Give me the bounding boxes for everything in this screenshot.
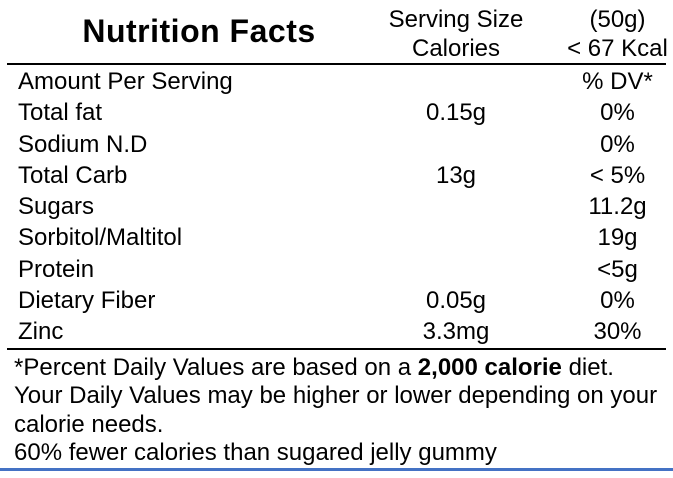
calories-label: Calories [411, 34, 501, 62]
nutrient-dv: 0% [600, 287, 635, 315]
nutrient-dv: 30% [593, 318, 642, 346]
nutrient-dv: < 5% [589, 161, 646, 189]
footnote-line-1-bold: 2,000 calorie [417, 353, 562, 381]
nutrient-row: Sugars 11.2g [0, 191, 673, 222]
serving-size-label: Serving Size [388, 5, 524, 33]
nutrient-name: Total Carb [18, 161, 128, 189]
footnote-line-4: 60% fewer calories than sugared jelly gu… [14, 439, 497, 467]
serving-header-labels: Serving Size Calories [350, 1, 562, 63]
nutrient-row: Sorbitol/Maltitol 19g [0, 222, 673, 253]
nutrient-rows: Amount Per Serving% DV* Total fat 0.15g 0% S… [0, 65, 673, 348]
nutrient-row: Total Carb 13g < 5% [0, 160, 673, 191]
serving-header-values: (50g) < 67 Kcal [562, 1, 673, 63]
footnote-line-3: calorie needs. [14, 410, 164, 438]
serving-size-value: (50g) [589, 5, 646, 33]
nutrient-name: Sodium N.D [18, 130, 148, 158]
footnote-line-1-suffix: diet. [561, 353, 614, 381]
header-divider [7, 63, 666, 65]
nutrient-amount [350, 222, 562, 253]
nutrient-name: Total fat [18, 99, 103, 127]
footnote-line-1: *Percent Daily Values are based on a 2,0… [14, 354, 673, 383]
nutrient-row: Total fat 0.15g 0% [0, 97, 673, 128]
footnote: *Percent Daily Values are based on a 2,0… [0, 350, 673, 468]
nutrient-row: Zinc 3.3mg 30% [0, 316, 673, 347]
label-title: Nutrition Facts [82, 13, 316, 49]
nutrient-amount [350, 191, 562, 222]
nutrient-row: Amount Per Serving % DV* [0, 66, 673, 97]
nutrient-dv: 0% [600, 130, 635, 158]
nutrient-dv: 0% [600, 99, 635, 127]
nutrient-amount [350, 129, 562, 160]
nutrient-dv: 19g [597, 224, 638, 252]
nutrient-row: Dietary Fiber 0.05g 0% [0, 285, 673, 316]
footnote-line-2: Your Daily Values may be higher or lower… [14, 382, 658, 410]
nutrient-name: Sugars [18, 193, 95, 221]
nutrient-dv: % DV* [582, 68, 653, 95]
nutrient-dv: <5g [597, 255, 638, 283]
calories-value: < 67 Kcal [567, 34, 668, 62]
nutrient-name: Zinc [18, 318, 64, 346]
nutrient-amount: 0.05g [425, 287, 487, 315]
nutrient-row: Sodium N.D 0% [0, 129, 673, 160]
footnote-divider [7, 347, 666, 350]
nutrient-amount: 3.3mg [422, 318, 490, 346]
nutrient-amount: 0.15g [425, 99, 487, 127]
bottom-border [0, 468, 673, 471]
nutrient-name: Sorbitol/Maltitol [18, 224, 183, 252]
nutrient-row: Protein <5g [0, 254, 673, 285]
nutrient-name: Amount Per Serving [18, 68, 233, 95]
nutrient-amount [350, 66, 562, 97]
label-header: Nutrition Facts Serving Size Calories (5… [0, 0, 673, 63]
nutrient-name: Protein [18, 255, 95, 283]
nutrient-amount: 13g [435, 161, 477, 189]
nutrient-dv: 11.2g [588, 193, 647, 221]
nutrient-name: Dietary Fiber [18, 287, 156, 315]
nutrient-amount [350, 254, 562, 285]
footnote-line-1-prefix: *Percent Daily Values are based on a [14, 353, 418, 381]
